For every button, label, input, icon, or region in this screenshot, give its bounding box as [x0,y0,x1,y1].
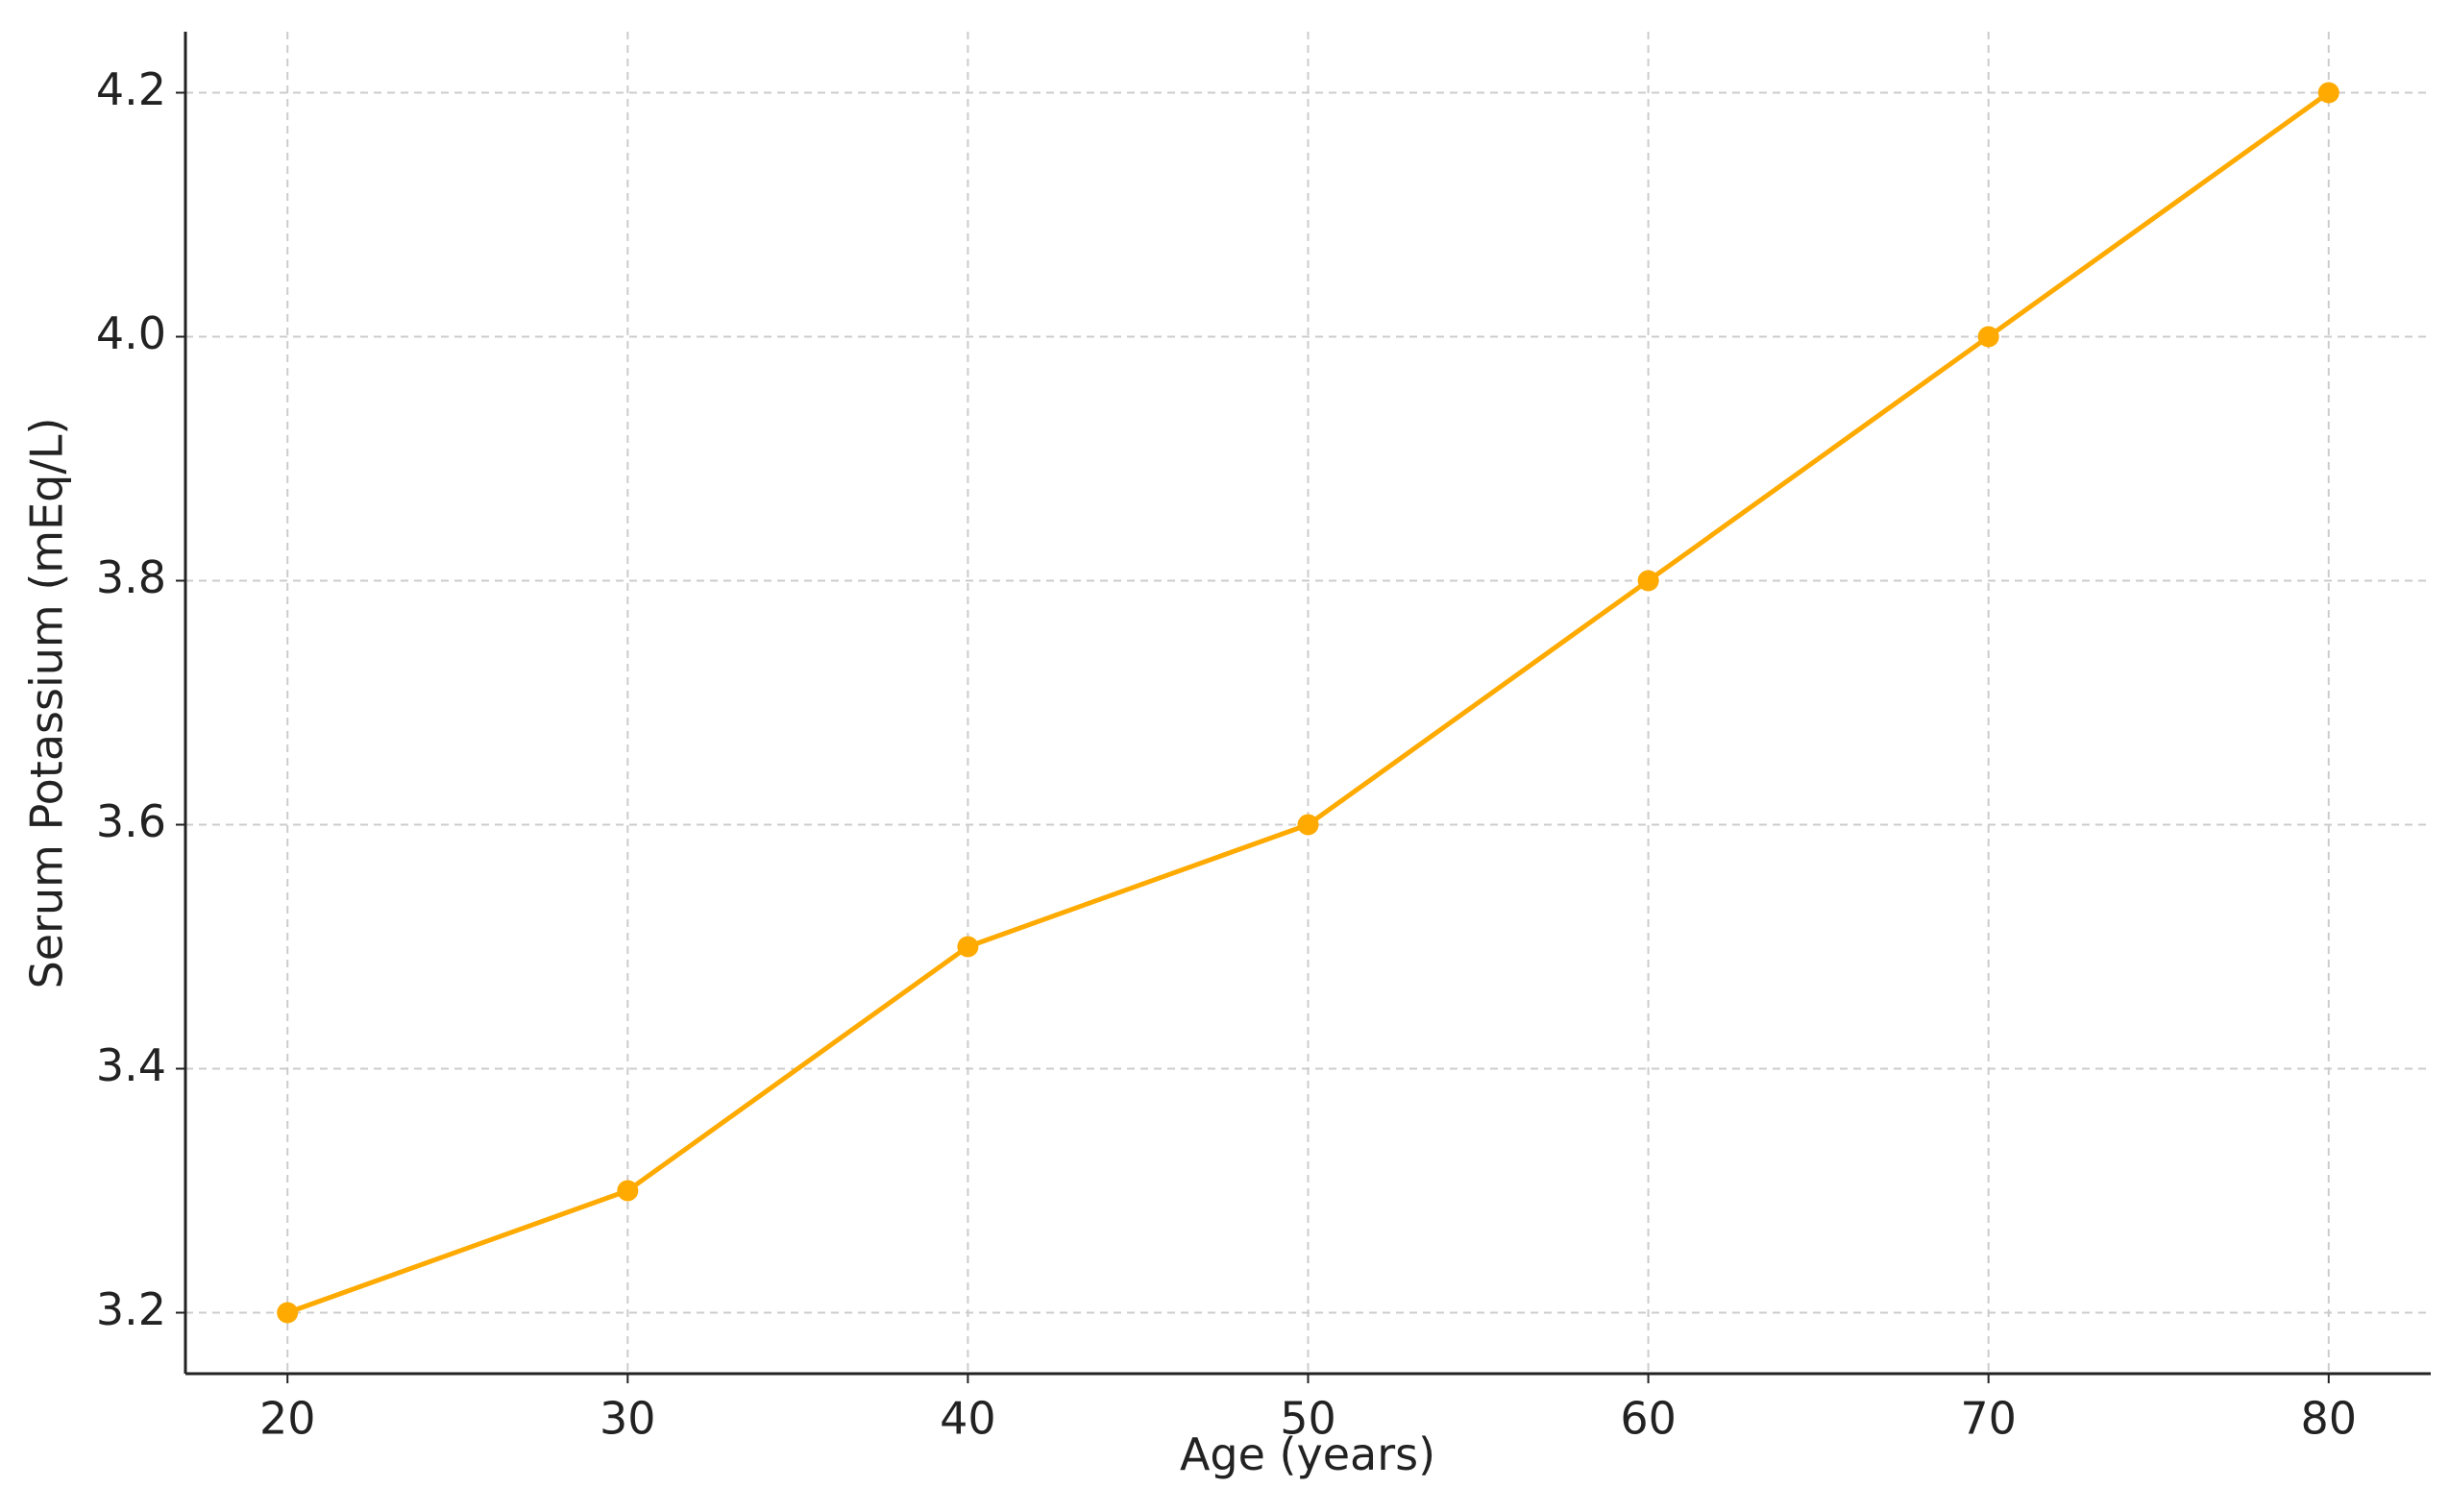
y-tick-label: 3.8 [96,551,166,603]
x-tick-label: 60 [1620,1393,1677,1445]
data-point [1977,326,1999,348]
x-tick-label: 70 [1960,1393,2017,1445]
y-axis-label: Serum Potassium (mEq/L) [21,418,73,989]
data-point [957,936,979,958]
x-axis-label: Age (years) [1180,1428,1435,1480]
x-tick-label: 50 [1280,1393,1336,1445]
x-tick-label: 40 [940,1393,996,1445]
data-point [277,1302,299,1324]
y-tick-label: 4.2 [96,63,166,115]
data-point [1637,570,1659,592]
y-tick-label: 3.2 [96,1283,166,1335]
data-point [617,1180,639,1202]
x-tick-label: 20 [259,1393,316,1445]
y-tick-label: 3.4 [96,1039,166,1091]
y-tick-label: 4.0 [96,307,166,359]
x-tick-label: 30 [600,1393,656,1445]
y-tick-label: 3.6 [96,795,166,847]
x-tick-label: 80 [2300,1393,2357,1445]
data-point [2317,82,2339,104]
data-point [1297,814,1319,836]
